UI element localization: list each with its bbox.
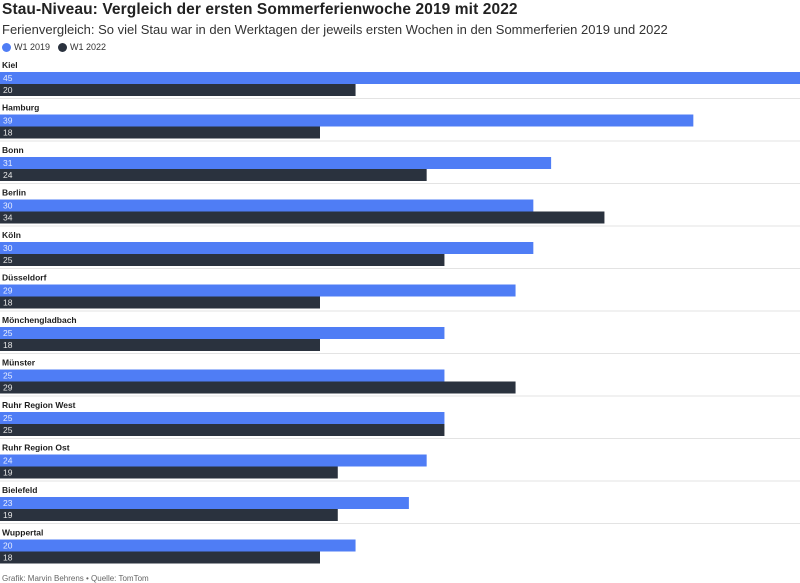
chart-legend: W1 2019 W1 2022 [2,42,114,52]
bar-ruhr-region-ost-w1-2019[interactable] [0,454,427,467]
value-label-bielefeld-w1-2019: 23 [3,498,13,508]
bar-bielefeld-w1-2019[interactable] [0,497,409,509]
value-label-wuppertal-w1-2022: 18 [3,553,13,563]
category-label-bonn: Bonn [2,145,24,155]
category-label-berlin: Berlin [2,188,26,198]
value-label-ruhr-region-ost-w1-2019: 24 [3,456,13,466]
value-label-monchengladbach-w1-2022: 18 [3,340,13,350]
bar-dusseldorf-w1-2022[interactable] [0,296,320,309]
value-label-dusseldorf-w1-2022: 18 [3,298,13,308]
bar-kiel-w1-2019[interactable] [0,72,800,84]
value-label-munster-w1-2019: 25 [3,371,13,381]
legend-swatch-2022 [58,42,68,52]
value-label-koln-w1-2022: 25 [3,255,13,265]
legend-label-2022: W1 2022 [70,42,107,52]
category-label-monchengladbach: Mönchengladbach [2,315,77,325]
bar-ruhr-region-west-w1-2022[interactable] [0,424,445,436]
value-label-hamburg-w1-2022: 18 [3,128,13,138]
legend-item-2019[interactable]: W1 2019 [2,42,50,52]
bar-bonn-w1-2019[interactable] [0,157,552,169]
value-label-ruhr-region-west-w1-2022: 25 [3,425,13,435]
value-label-berlin-w1-2022: 34 [3,213,13,223]
bar-monchengladbach-w1-2019[interactable] [0,327,445,339]
bar-bielefeld-w1-2022[interactable] [0,509,338,521]
bar-munster-w1-2022[interactable] [0,381,516,394]
legend-item-2022[interactable]: W1 2022 [58,42,106,52]
bar-berlin-w1-2022[interactable] [0,211,605,224]
category-label-wuppertal: Wuppertal [2,528,43,538]
value-label-koln-w1-2019: 30 [3,243,13,253]
value-label-wuppertal-w1-2019: 20 [3,541,13,551]
bar-hamburg-w1-2019[interactable] [0,114,694,127]
category-label-munster: Münster [2,358,36,368]
bar-wuppertal-w1-2019[interactable] [0,539,356,552]
bar-ruhr-region-ost-w1-2022[interactable] [0,466,338,479]
legend-swatch-2019 [2,42,11,52]
bar-berlin-w1-2019[interactable] [0,199,534,212]
category-label-ruhr-region-ost: Ruhr Region Ost [2,443,70,453]
bar-chart: Kiel 45 20 Hamburg 39 18 Bonn 31 24 Berlin 30 34 Köl… [0,60,800,564]
value-label-ruhr-region-west-w1-2019: 25 [3,413,13,423]
bar-koln-w1-2022[interactable] [0,254,445,266]
value-label-kiel-w1-2019: 45 [3,73,13,83]
value-label-bielefeld-w1-2022: 19 [3,510,13,520]
value-label-munster-w1-2022: 29 [3,383,13,393]
category-label-bielefeld: Bielefeld [2,485,37,495]
category-label-kiel: Kiel [2,60,18,70]
chart-footer: Grafik: Marvin Behrens • Quelle: TomTom [2,574,149,583]
bar-bonn-w1-2022[interactable] [0,169,427,181]
bar-hamburg-w1-2022[interactable] [0,126,320,139]
bar-kiel-w1-2022[interactable] [0,84,356,96]
bar-monchengladbach-w1-2022[interactable] [0,339,320,351]
category-label-hamburg: Hamburg [2,103,39,113]
value-label-ruhr-region-ost-w1-2022: 19 [3,468,13,478]
value-label-kiel-w1-2022: 20 [3,85,13,95]
bar-wuppertal-w1-2022[interactable] [0,551,320,564]
chart-title: Stau-Niveau: Vergleich der ersten Sommer… [2,1,518,18]
value-label-berlin-w1-2019: 30 [3,201,13,211]
chart-subtitle: Ferienvergleich: So viel Stau war in den… [2,22,668,37]
bar-dusseldorf-w1-2019[interactable] [0,284,516,297]
bar-ruhr-region-west-w1-2019[interactable] [0,412,445,424]
bar-koln-w1-2019[interactable] [0,242,534,254]
value-label-dusseldorf-w1-2019: 29 [3,286,13,296]
value-label-monchengladbach-w1-2019: 25 [3,328,13,338]
category-label-koln: Köln [2,230,21,240]
value-label-bonn-w1-2019: 31 [3,158,13,168]
category-label-dusseldorf: Düsseldorf [2,273,47,283]
category-label-ruhr-region-west: Ruhr Region West [2,400,76,410]
value-label-hamburg-w1-2019: 39 [3,116,13,126]
bar-munster-w1-2019[interactable] [0,369,445,382]
legend-label-2019: W1 2019 [14,42,51,52]
value-label-bonn-w1-2022: 24 [3,170,13,180]
